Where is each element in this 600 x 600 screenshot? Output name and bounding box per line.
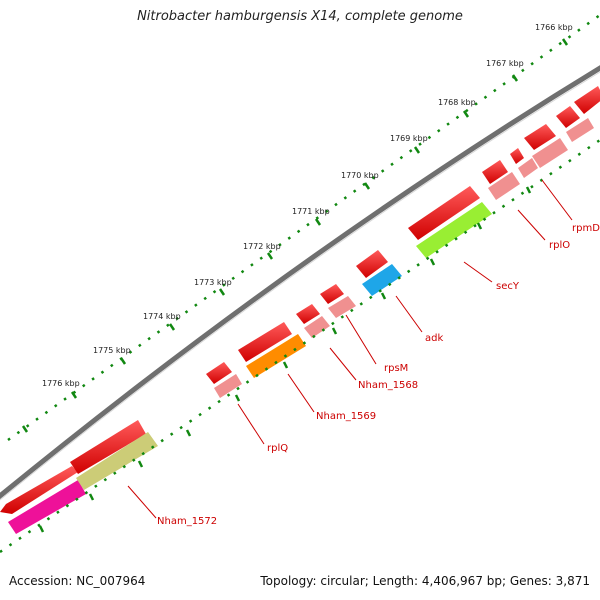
cog-block[interactable] — [362, 264, 402, 296]
cog-block[interactable] — [246, 334, 306, 378]
kbp-label: 1771 kbp — [292, 207, 330, 216]
gene-label-rplQ[interactable]: rplQ — [267, 443, 288, 454]
gene-label-rpsM[interactable]: rpsM — [384, 363, 408, 374]
kbp-labels: 1766 kbp 1767 kbp 1768 kbp 1769 kbp 1770… — [42, 23, 573, 388]
cog-block[interactable] — [76, 432, 158, 490]
cds-arrow[interactable] — [482, 160, 508, 184]
cog-block[interactable] — [8, 480, 86, 534]
cds-forward-track — [0, 86, 600, 514]
kbp-label: 1768 kbp — [438, 98, 476, 107]
cds-arrow[interactable] — [510, 148, 524, 164]
cds-arrow[interactable] — [206, 362, 232, 384]
gene-label-rpmD[interactable]: rpmD — [572, 223, 600, 234]
kbp-label: 1770 kbp — [341, 171, 379, 180]
gene-label-secY[interactable]: secY — [496, 281, 520, 292]
gene-label-Nham_1569[interactable]: Nham_1569 — [316, 411, 376, 422]
cog-block[interactable] — [214, 374, 242, 398]
cog-block[interactable] — [328, 296, 356, 318]
cds-arrow[interactable] — [70, 420, 146, 474]
gene-label-adk[interactable]: adk — [425, 333, 443, 344]
cog-block[interactable] — [518, 158, 538, 178]
kbp-label: 1767 kbp — [486, 59, 524, 68]
kbp-label: 1775 kbp — [93, 346, 131, 355]
kbp-label: 1766 kbp — [535, 23, 573, 32]
backbone — [0, 65, 600, 501]
cds-arrow[interactable] — [238, 322, 292, 362]
gene-labels: rpmD rplO secY adk rpsM Nham_1568 Nham_1… — [157, 223, 600, 527]
inner-ruler — [0, 138, 600, 554]
gene-label-Nham_1572[interactable]: Nham_1572 — [157, 516, 217, 527]
cds-arrow[interactable] — [0, 466, 78, 514]
kbp-label: 1774 kbp — [143, 312, 181, 321]
gene-label-Nham_1568[interactable]: Nham_1568 — [358, 380, 418, 391]
genome-summary-text: Topology: circular; Length: 4,406,967 bp… — [260, 574, 590, 588]
cds-arrow[interactable] — [524, 124, 556, 150]
cds-arrow[interactable] — [356, 250, 388, 278]
kbp-label: 1773 kbp — [194, 278, 232, 287]
cds-arrow[interactable] — [408, 186, 480, 240]
kbp-label: 1769 kbp — [390, 134, 428, 143]
kbp-label: 1776 kbp — [42, 379, 80, 388]
gene-label-rplO[interactable]: rplO — [549, 240, 570, 251]
cog-block[interactable] — [304, 316, 330, 338]
cog-block[interactable] — [566, 118, 594, 142]
cog-block[interactable] — [416, 202, 492, 258]
kbp-label: 1772 kbp — [243, 242, 281, 251]
map-title: Nitrobacter hamburgensis X14, complete g… — [137, 9, 463, 24]
cog-block[interactable] — [488, 172, 520, 200]
cog-track — [8, 118, 594, 534]
leader-lines — [127, 179, 573, 519]
cds-arrow[interactable] — [320, 284, 344, 304]
cds-arrow[interactable] — [296, 304, 320, 324]
outer-ruler — [7, 13, 600, 442]
cds-arrow[interactable] — [556, 106, 580, 128]
cog-block[interactable] — [532, 138, 568, 168]
cds-arrow[interactable] — [574, 86, 600, 114]
accession-text: Accession: NC_007964 — [9, 574, 146, 588]
